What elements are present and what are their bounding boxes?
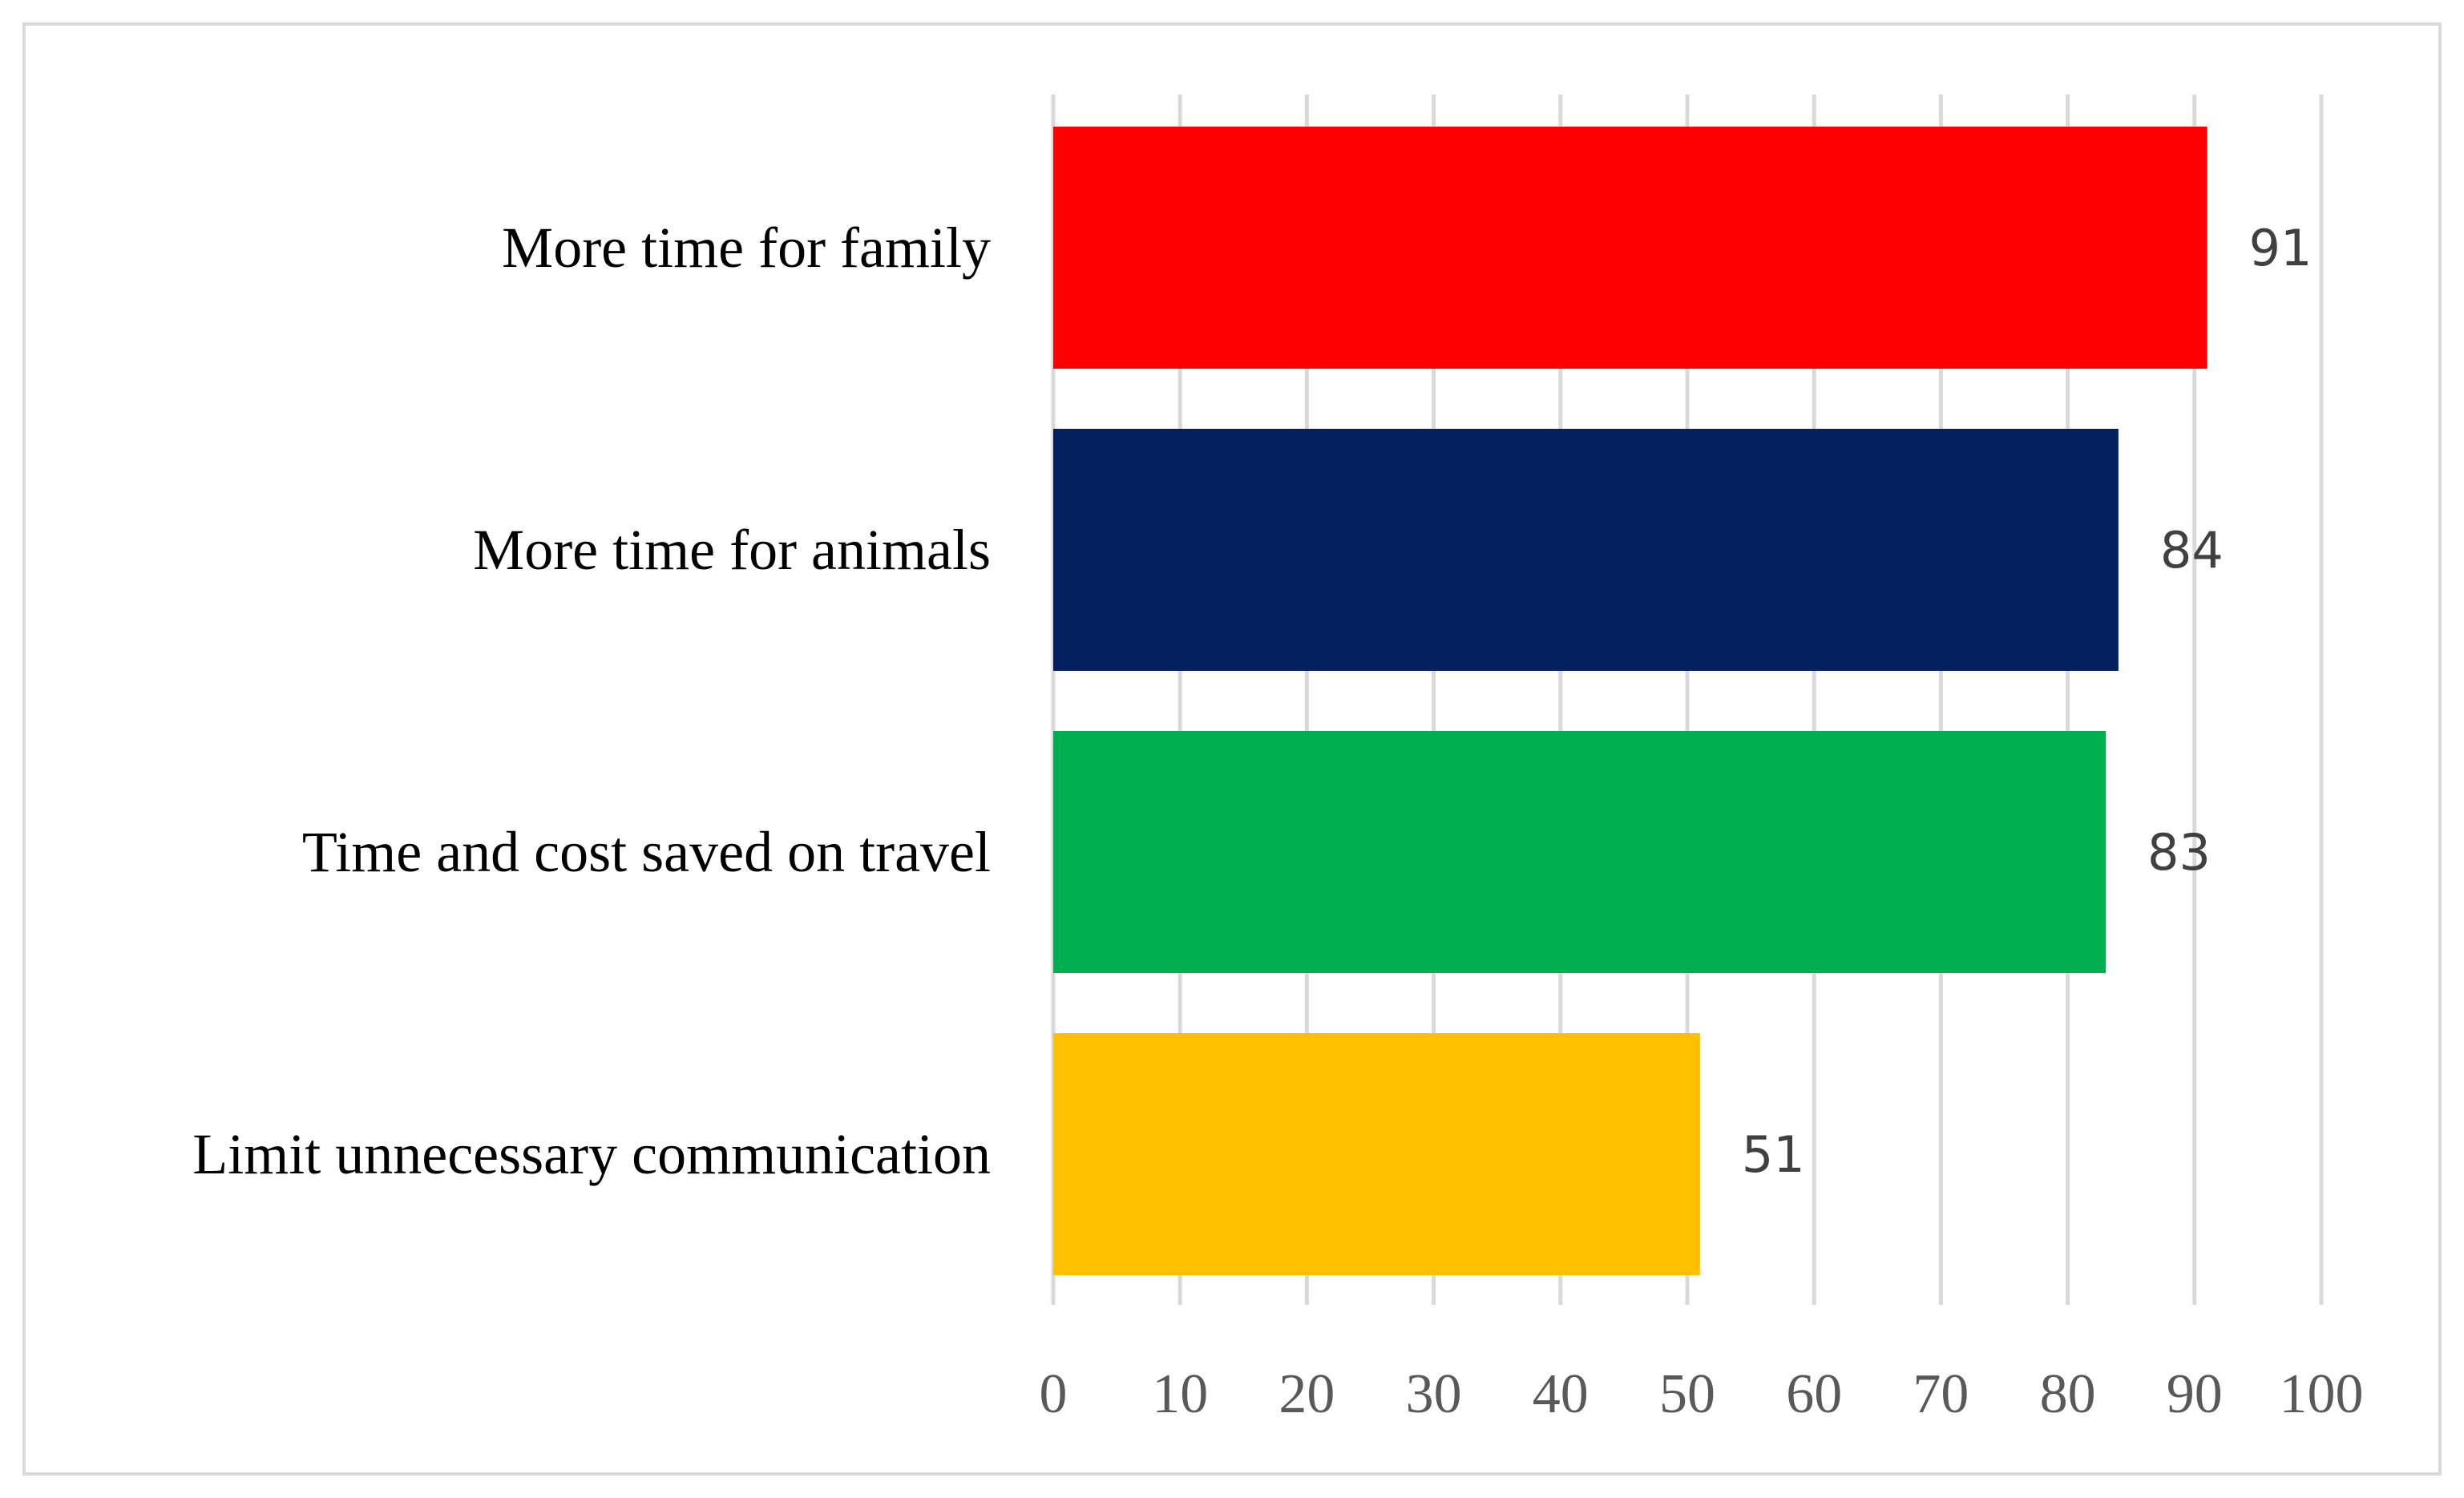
- x-axis-tick-labels: 0 10 20 30 40 50 60 70 80 90 100: [1040, 1363, 2364, 1425]
- x-tick-label: 80: [2040, 1363, 2096, 1425]
- bar-value-label: 84: [2160, 521, 2224, 579]
- bars: [1053, 127, 2208, 1275]
- bar: [1053, 1033, 1700, 1275]
- x-tick-label: 20: [1278, 1363, 1335, 1425]
- x-tick-label: 0: [1040, 1363, 1068, 1425]
- x-tick-label: 90: [2167, 1363, 2223, 1425]
- x-tick-label: 50: [1659, 1363, 1715, 1425]
- x-tick-label: 60: [1786, 1363, 1842, 1425]
- category-labels: More time for family More time for animal…: [192, 216, 991, 1186]
- category-label: More time for family: [502, 216, 991, 280]
- bar-value-label: 91: [2249, 219, 2313, 277]
- x-tick-label: 70: [1913, 1363, 1969, 1425]
- x-tick-label: 40: [1533, 1363, 1589, 1425]
- x-tick-label: 100: [2280, 1363, 2364, 1425]
- category-label: More time for animals: [473, 518, 991, 582]
- x-tick-label: 30: [1406, 1363, 1462, 1425]
- x-tick-label: 10: [1152, 1363, 1208, 1425]
- bar: [1053, 429, 2119, 671]
- category-label: Limit unnecessary communication: [192, 1122, 991, 1186]
- bar-value-label: 51: [1742, 1125, 1805, 1184]
- bar: [1053, 731, 2107, 973]
- value-labels: 91 84 83 51: [1742, 219, 2313, 1184]
- bar: [1053, 127, 2208, 369]
- bar-value-label: 83: [2147, 823, 2211, 882]
- category-label: Time and cost saved on travel: [302, 820, 991, 884]
